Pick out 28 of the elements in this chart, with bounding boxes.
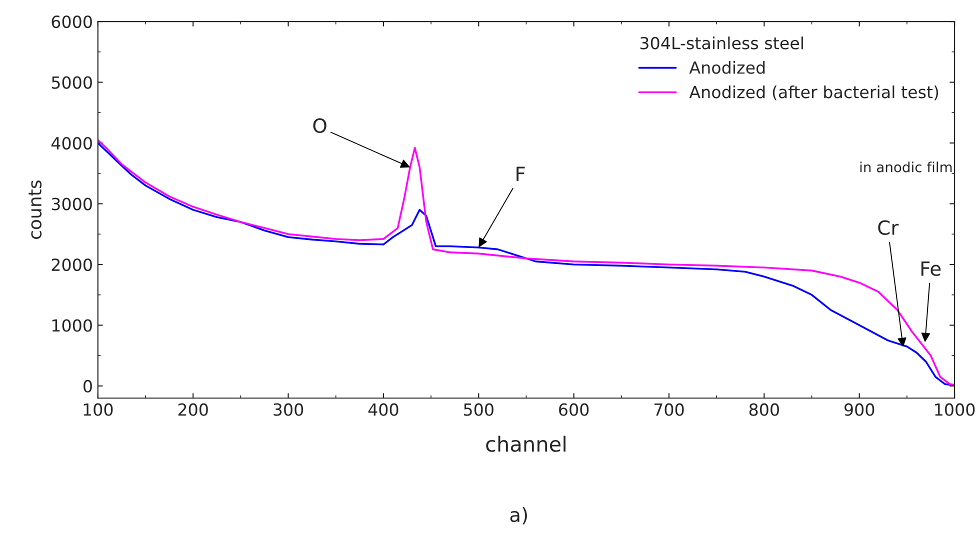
x-tick-label: 1000 bbox=[935, 403, 975, 416]
y-tick-label: 3000 bbox=[52, 198, 92, 210]
legend-title: 304L-stainless steel bbox=[640, 36, 803, 50]
x-axis-title: channel bbox=[486, 436, 566, 452]
y-axis-title: counts bbox=[28, 180, 42, 239]
x-tick-label: 200 bbox=[178, 403, 208, 416]
annotation: in anodic film bbox=[860, 162, 952, 172]
annotation: O bbox=[313, 118, 326, 133]
x-tick-label: 900 bbox=[844, 403, 874, 416]
annotation: F bbox=[516, 166, 525, 181]
x-tick-label: 700 bbox=[654, 403, 684, 416]
x-tick-label: 500 bbox=[464, 403, 494, 416]
annotation: Fe bbox=[921, 262, 941, 276]
x-tick-label: 300 bbox=[274, 403, 304, 416]
y-tick-label: 6000 bbox=[52, 15, 92, 28]
x-tick-label: 800 bbox=[749, 403, 779, 416]
x-tick-label: 100 bbox=[84, 403, 113, 416]
legend-label: Anodized bbox=[689, 60, 765, 74]
x-tick-label: 400 bbox=[368, 403, 398, 416]
legend-label: Anodized (after bacterial test) bbox=[689, 85, 938, 100]
y-tick-label: 0 bbox=[84, 380, 92, 393]
y-tick-label: 5000 bbox=[52, 76, 92, 89]
y-tick-label: 2000 bbox=[52, 258, 92, 272]
y-tick-label: 4000 bbox=[51, 136, 92, 150]
annotation: Cr bbox=[878, 220, 899, 235]
y-tick-label: 1000 bbox=[52, 319, 92, 332]
text: a) bbox=[510, 507, 527, 524]
x-tick-label: 600 bbox=[559, 403, 589, 416]
